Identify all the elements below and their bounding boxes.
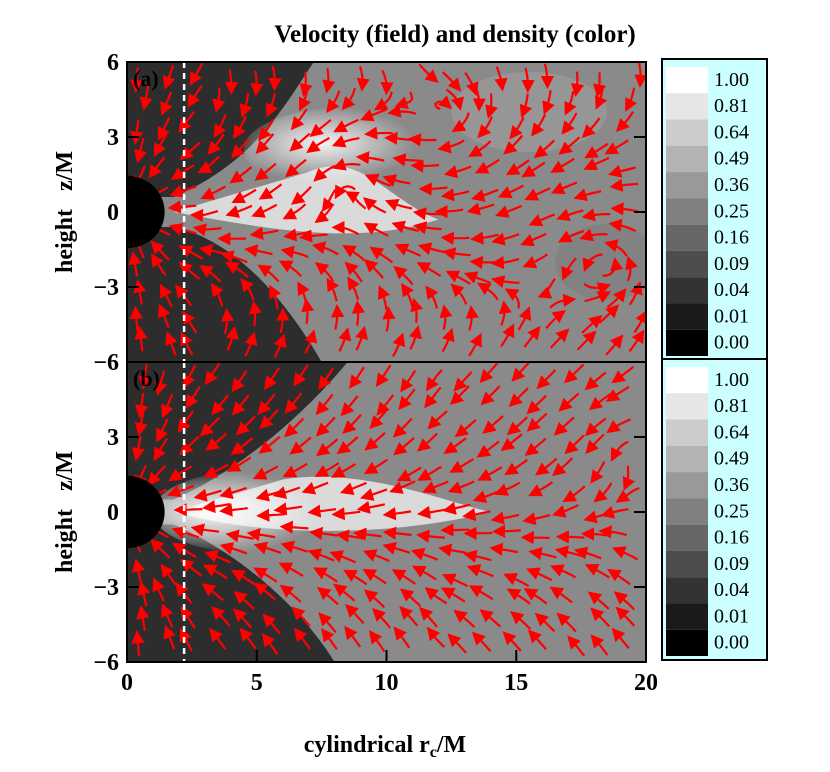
y-tick-label: −6 bbox=[93, 650, 119, 676]
colorbar-swatch bbox=[666, 446, 708, 472]
colorbar-swatch bbox=[666, 198, 708, 224]
colorbar-label: 0.16 bbox=[714, 527, 749, 549]
colorbar-swatch bbox=[666, 225, 708, 251]
colorbar-label: 0.49 bbox=[714, 448, 749, 470]
velocity-arrow bbox=[560, 537, 585, 538]
colorbar-label: 0.01 bbox=[714, 605, 749, 627]
velocity-arrow bbox=[576, 72, 577, 94]
velocity-arrow bbox=[178, 509, 203, 510]
velocity-arrow bbox=[255, 71, 256, 93]
velocity-arrow bbox=[496, 530, 521, 531]
velocity-arrow bbox=[197, 228, 222, 230]
y-tick-label: 6 bbox=[107, 50, 119, 76]
y-tick-label: −6 bbox=[93, 350, 119, 376]
colorbar-label: 0.04 bbox=[714, 279, 749, 301]
x-axis-label-word: cylindrical bbox=[304, 732, 414, 758]
y-tick-label: 3 bbox=[107, 125, 119, 151]
chart-title: Velocity (field) and density (color) bbox=[274, 21, 636, 48]
colorbar-swatch bbox=[666, 420, 708, 446]
colorbar-swatch bbox=[666, 603, 708, 629]
colorbar-label: 1.00 bbox=[714, 369, 749, 391]
panels: (a) 6 3 0 −3 −6 height z/M (b) 3 0 −3 −6 height z/M bbox=[52, 50, 659, 676]
colorbar-label: 0.64 bbox=[714, 421, 749, 443]
velocity-arrow bbox=[260, 514, 285, 516]
colorbar-swatch bbox=[666, 120, 708, 146]
colorbar-label: 0.09 bbox=[714, 253, 749, 275]
colorbar-label: 0.49 bbox=[714, 148, 749, 170]
colorbar-swatch bbox=[666, 577, 708, 603]
colorbar-swatch bbox=[666, 277, 708, 303]
y-axis-label: height z/M bbox=[52, 451, 78, 573]
colorbars: 1.00 0.81 0.64 0.49 0.36 0.25 0.16 0.09 0.04 0.01… bbox=[662, 59, 767, 660]
velocity-arrow bbox=[445, 238, 470, 239]
colorbar-label: 0.36 bbox=[714, 174, 749, 196]
x-tick-label: 15 bbox=[504, 670, 528, 696]
colorbar-label: 1.00 bbox=[714, 69, 749, 91]
velocity-arrow bbox=[306, 302, 307, 324]
colorbar-label: 0.25 bbox=[714, 200, 749, 222]
colorbar-swatch bbox=[666, 367, 708, 393]
y-tick-label: 3 bbox=[107, 425, 119, 451]
colorbar-label: 0.36 bbox=[714, 474, 749, 496]
x-tick-label: 10 bbox=[375, 670, 399, 696]
y-tick-label: 0 bbox=[107, 500, 119, 526]
colorbar-swatch bbox=[666, 525, 708, 551]
velocity-arrow bbox=[254, 305, 255, 327]
colorbar-label: 0.04 bbox=[714, 579, 749, 601]
panel-a: (a) 6 3 0 −3 −6 height z/M bbox=[52, 50, 659, 376]
colorbar-b: 1.00 0.81 0.64 0.49 0.36 0.25 0.16 0.09 0.04 0.01… bbox=[662, 359, 767, 660]
colorbar-swatch bbox=[666, 551, 708, 577]
colorbar-swatch bbox=[666, 67, 708, 93]
x-axis-label-unit: /M bbox=[436, 732, 466, 758]
panel-b: (b) 3 0 −3 −6 height z/M bbox=[52, 362, 646, 676]
colorbar-label: 0.64 bbox=[714, 121, 749, 143]
colorbar-label: 0.00 bbox=[714, 632, 749, 654]
y-axis-label: height z/M bbox=[52, 151, 78, 273]
y-tick-label: 0 bbox=[107, 200, 119, 226]
x-tick-label: 5 bbox=[251, 670, 263, 696]
velocity-arrow bbox=[525, 537, 550, 538]
panel-label: (a) bbox=[133, 66, 159, 91]
colorbar-swatch bbox=[666, 630, 708, 656]
colorbar-label: 0.81 bbox=[714, 395, 749, 417]
colorbar-label: 0.00 bbox=[714, 332, 749, 354]
colorbar-label: 0.16 bbox=[714, 227, 749, 249]
colorbar-label: 0.09 bbox=[714, 553, 749, 575]
colorbar-label: 0.01 bbox=[714, 305, 749, 327]
colorbar-swatch bbox=[666, 472, 708, 498]
panel-label: (b) bbox=[133, 366, 160, 391]
x-axis-label-sub: c bbox=[430, 744, 437, 761]
colorbar-swatch bbox=[666, 251, 708, 277]
velocity-arrow bbox=[473, 262, 498, 263]
x-tick-label: 20 bbox=[634, 670, 658, 696]
velocity-arrow bbox=[414, 165, 439, 166]
velocity-arrow bbox=[412, 139, 437, 140]
colorbar-swatch bbox=[666, 172, 708, 198]
colorbar-swatch bbox=[666, 303, 708, 329]
x-axis-label-var: r bbox=[419, 732, 430, 758]
colorbar-label: 0.25 bbox=[714, 500, 749, 522]
colorbar-swatch bbox=[666, 93, 708, 119]
velocity-arrow bbox=[444, 530, 469, 531]
colorbar-swatch bbox=[666, 498, 708, 524]
colorbar-swatch bbox=[666, 146, 708, 172]
x-axis-label: cylindrical rc/M bbox=[304, 732, 466, 761]
colorbar-a: 1.00 0.81 0.64 0.49 0.36 0.25 0.16 0.09 0.04 0.01… bbox=[662, 59, 767, 360]
velocity-arrow bbox=[368, 133, 393, 134]
velocity-arrow bbox=[357, 304, 358, 326]
y-tick-label: −3 bbox=[93, 275, 119, 301]
colorbar-swatch bbox=[666, 393, 708, 419]
colorbar-swatch bbox=[666, 330, 708, 356]
x-tick-label: 0 bbox=[121, 670, 133, 696]
colorbar-label: 0.81 bbox=[714, 95, 749, 117]
y-tick-label: −3 bbox=[93, 575, 119, 601]
density-field bbox=[127, 362, 646, 662]
